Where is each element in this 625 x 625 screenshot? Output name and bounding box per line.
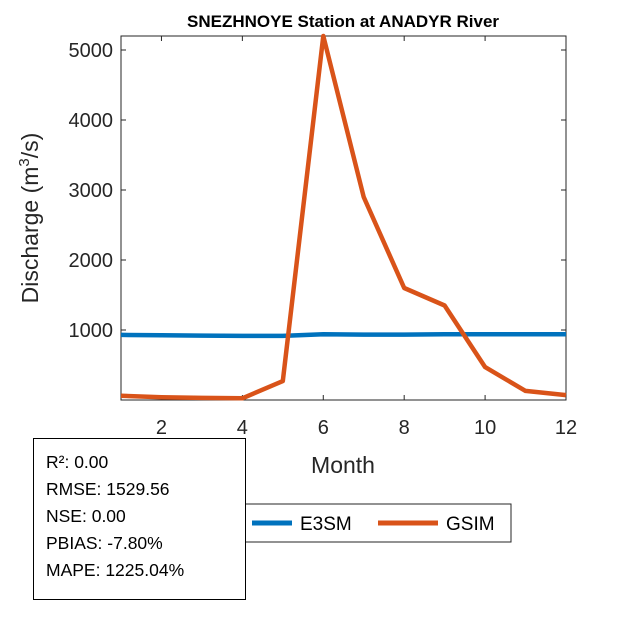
legend: E3SM GSIM — [244, 503, 512, 543]
y-axis-label: Discharge (m3/s) — [16, 133, 43, 304]
x-tick-label: 2 — [156, 417, 167, 439]
y-tick-label: 1000 — [69, 320, 114, 342]
chart-title: SNEZHNOYE Station at ANADYR River — [187, 12, 499, 31]
legend-label-e3sm: E3SM — [300, 514, 352, 535]
y-axis-label-main: Discharge (m — [17, 167, 43, 304]
stat-pbias: PBIAS: -7.80% — [46, 533, 163, 553]
y-tick-label: 5000 — [69, 40, 114, 62]
plot-frame — [120, 35, 567, 401]
x-tick-label: 6 — [318, 417, 329, 439]
stat-rmse: RMSE: 1529.56 — [46, 479, 170, 499]
series-line-gsim — [120, 33, 567, 401]
x-tick-label: 8 — [399, 417, 410, 439]
y-tick-label: 2000 — [69, 250, 114, 272]
stat-mape: MAPE: 1225.04% — [46, 560, 185, 580]
y-axis-label-suffix: /s) — [17, 133, 43, 159]
y-tick-label: 3000 — [69, 180, 114, 202]
y-axis-label-sup: 3 — [16, 158, 33, 166]
y-axis: 1000 2000 3000 4000 5000 — [69, 40, 566, 342]
x-axis: 2 4 6 8 10 12 — [156, 36, 577, 439]
y-tick-label: 4000 — [69, 110, 114, 132]
legend-label-gsim: GSIM — [446, 514, 495, 535]
x-tick-label: 4 — [237, 417, 248, 439]
stat-r2: R²: 0.00 — [46, 452, 109, 472]
series-line-e3sm — [120, 331, 566, 339]
x-axis-label: Month — [311, 452, 375, 478]
series-lines — [120, 33, 567, 401]
stat-nse: NSE: 0.00 — [46, 506, 126, 526]
stats-box: R²: 0.00 RMSE: 1529.56 NSE: 0.00 PBIAS: … — [33, 438, 246, 600]
x-tick-label: 10 — [474, 417, 496, 439]
x-tick-label: 12 — [555, 417, 577, 439]
